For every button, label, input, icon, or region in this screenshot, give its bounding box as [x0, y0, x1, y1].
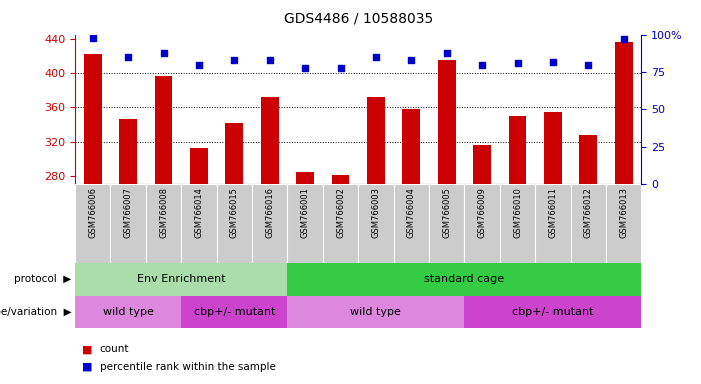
Bar	[287, 296, 465, 328]
Bar	[75, 263, 287, 296]
Text: cbp+/- mutant: cbp+/- mutant	[512, 307, 594, 317]
Text: GDS4486 / 10588035: GDS4486 / 10588035	[284, 12, 433, 25]
Text: protocol  ▶: protocol ▶	[14, 274, 72, 285]
Text: GSM766016: GSM766016	[265, 187, 274, 238]
Point	[87, 35, 98, 41]
Bar	[544, 112, 562, 184]
Bar	[323, 184, 358, 263]
Bar	[190, 147, 207, 184]
Text: GSM766003: GSM766003	[372, 187, 381, 238]
Bar	[297, 172, 314, 184]
Bar	[182, 184, 217, 263]
Text: GSM766006: GSM766006	[88, 187, 97, 238]
Point	[123, 54, 134, 60]
Text: GSM766011: GSM766011	[548, 187, 557, 238]
Bar	[146, 184, 181, 263]
Point	[370, 54, 381, 60]
Text: count: count	[100, 344, 129, 354]
Point	[406, 57, 417, 63]
Bar	[155, 76, 172, 184]
Text: GSM766010: GSM766010	[513, 187, 522, 238]
Point	[158, 50, 169, 56]
Bar	[465, 296, 641, 328]
Text: ■: ■	[82, 344, 93, 354]
Bar	[606, 184, 641, 263]
Bar	[111, 184, 146, 263]
Bar	[332, 175, 349, 184]
Text: GSM766002: GSM766002	[336, 187, 345, 238]
Point	[618, 36, 629, 42]
Point	[299, 65, 311, 71]
Point	[441, 50, 452, 56]
Bar	[287, 184, 323, 263]
Point	[477, 61, 488, 68]
Text: GSM766004: GSM766004	[407, 187, 416, 238]
Text: wild type: wild type	[102, 307, 154, 317]
Bar	[358, 184, 394, 263]
Point	[264, 57, 275, 63]
Text: GSM766014: GSM766014	[194, 187, 203, 238]
Text: cbp+/- mutant: cbp+/- mutant	[193, 307, 275, 317]
Bar	[473, 145, 491, 184]
Text: GSM766001: GSM766001	[301, 187, 310, 238]
Bar	[287, 263, 641, 296]
Bar	[261, 97, 278, 184]
Bar	[75, 184, 111, 263]
Text: ■: ■	[82, 362, 93, 372]
Bar	[252, 184, 287, 263]
Text: GSM766013: GSM766013	[619, 187, 628, 238]
Point	[583, 61, 594, 68]
Point	[193, 61, 205, 68]
Text: GSM766007: GSM766007	[123, 187, 132, 238]
Bar	[536, 184, 571, 263]
Point	[335, 65, 346, 71]
Text: percentile rank within the sample: percentile rank within the sample	[100, 362, 275, 372]
Point	[512, 60, 523, 66]
Bar	[84, 54, 102, 184]
Text: GSM766015: GSM766015	[230, 187, 239, 238]
Bar	[217, 184, 252, 263]
Text: GSM766009: GSM766009	[477, 187, 486, 238]
Bar	[615, 42, 632, 184]
Bar	[509, 116, 526, 184]
Bar	[182, 296, 287, 328]
Text: Env Enrichment: Env Enrichment	[137, 274, 226, 285]
Bar	[429, 184, 465, 263]
Bar	[119, 119, 137, 184]
Bar	[465, 184, 500, 263]
Bar	[75, 296, 181, 328]
Bar	[402, 109, 420, 184]
Text: wild type: wild type	[350, 307, 402, 317]
Bar	[226, 123, 243, 184]
Text: standard cage: standard cage	[424, 274, 505, 285]
Bar	[394, 184, 429, 263]
Bar	[571, 184, 606, 263]
Bar	[367, 97, 385, 184]
Bar	[438, 60, 456, 184]
Text: GSM766005: GSM766005	[442, 187, 451, 238]
Bar	[580, 135, 597, 184]
Text: GSM766012: GSM766012	[584, 187, 593, 238]
Point	[547, 58, 559, 65]
Text: GSM766008: GSM766008	[159, 187, 168, 238]
Point	[229, 57, 240, 63]
Text: genotype/variation  ▶: genotype/variation ▶	[0, 307, 72, 317]
Bar	[500, 184, 536, 263]
